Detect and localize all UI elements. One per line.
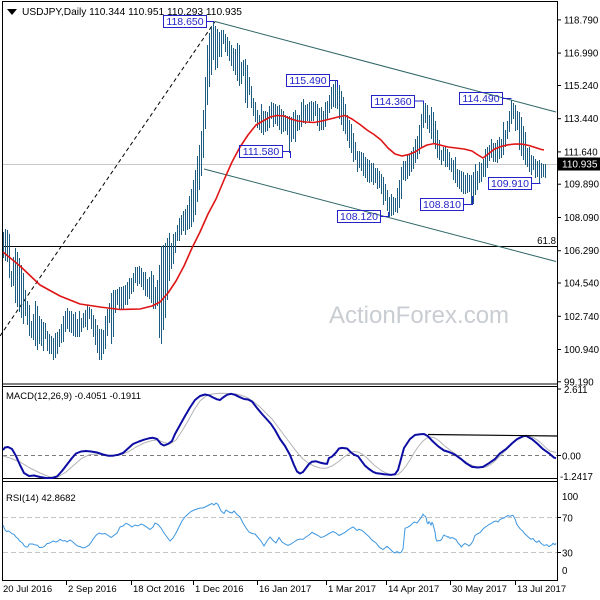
svg-text:109.890: 109.890 xyxy=(564,180,600,191)
svg-text:110.935: 110.935 xyxy=(562,160,598,171)
svg-text:1 Dec 2016: 1 Dec 2016 xyxy=(195,584,244,595)
svg-text:100: 100 xyxy=(562,492,579,503)
svg-text:104.540: 104.540 xyxy=(564,279,600,290)
svg-text:30: 30 xyxy=(562,549,573,560)
svg-text:102.740: 102.740 xyxy=(564,312,600,323)
svg-text:115.240: 115.240 xyxy=(564,81,599,92)
svg-text:109.910: 109.910 xyxy=(491,178,529,190)
svg-text:ActionForex.com: ActionForex.com xyxy=(329,302,509,329)
svg-text:111.580: 111.580 xyxy=(243,146,280,158)
svg-text:61.8: 61.8 xyxy=(537,236,556,247)
svg-text:99.190: 99.190 xyxy=(564,377,594,388)
svg-text:114.360: 114.360 xyxy=(374,96,411,108)
svg-text:0.00: 0.00 xyxy=(562,452,581,463)
svg-text:111.640: 111.640 xyxy=(564,147,598,158)
svg-text:113.440: 113.440 xyxy=(564,114,599,125)
svg-text:2.611: 2.611 xyxy=(564,385,588,396)
svg-text:18 Oct 2016: 18 Oct 2016 xyxy=(133,584,185,595)
svg-text:0: 0 xyxy=(562,566,568,577)
svg-text:108.090: 108.090 xyxy=(564,213,600,224)
svg-text:100.940: 100.940 xyxy=(564,345,600,356)
svg-text:-1.2417: -1.2417 xyxy=(560,472,593,483)
svg-text:2 Sep 2016: 2 Sep 2016 xyxy=(68,584,117,595)
svg-text:20 Jul 2016: 20 Jul 2016 xyxy=(3,584,52,595)
svg-text:USDJPY,Daily 110.344 110.951: USDJPY,Daily 110.344 110.951 110.293 110… xyxy=(22,7,242,18)
svg-text:14 Apr 2017: 14 Apr 2017 xyxy=(388,584,439,595)
svg-text:118.650: 118.650 xyxy=(166,16,203,28)
svg-text:13 Jul 2017: 13 Jul 2017 xyxy=(517,584,566,595)
svg-text:115.490: 115.490 xyxy=(289,75,326,87)
svg-text:30 May 2017: 30 May 2017 xyxy=(452,584,507,595)
svg-text:106.290: 106.290 xyxy=(564,246,600,257)
svg-text:114.490: 114.490 xyxy=(462,93,499,105)
svg-text:116.990: 116.990 xyxy=(564,49,599,60)
svg-text:16 Jan 2017: 16 Jan 2017 xyxy=(259,584,311,595)
svg-text:MACD(12,26,9) -0.4051 -0.1911: MACD(12,26,9) -0.4051 -0.1911 xyxy=(6,391,141,402)
svg-text:108.120: 108.120 xyxy=(340,211,378,223)
svg-text:108.810: 108.810 xyxy=(423,199,461,211)
svg-text:118.790: 118.790 xyxy=(564,15,599,26)
svg-text:1 Mar 2017: 1 Mar 2017 xyxy=(328,584,376,595)
svg-text:RSI(14) 42.8682: RSI(14) 42.8682 xyxy=(6,493,76,504)
svg-text:70: 70 xyxy=(562,514,573,525)
